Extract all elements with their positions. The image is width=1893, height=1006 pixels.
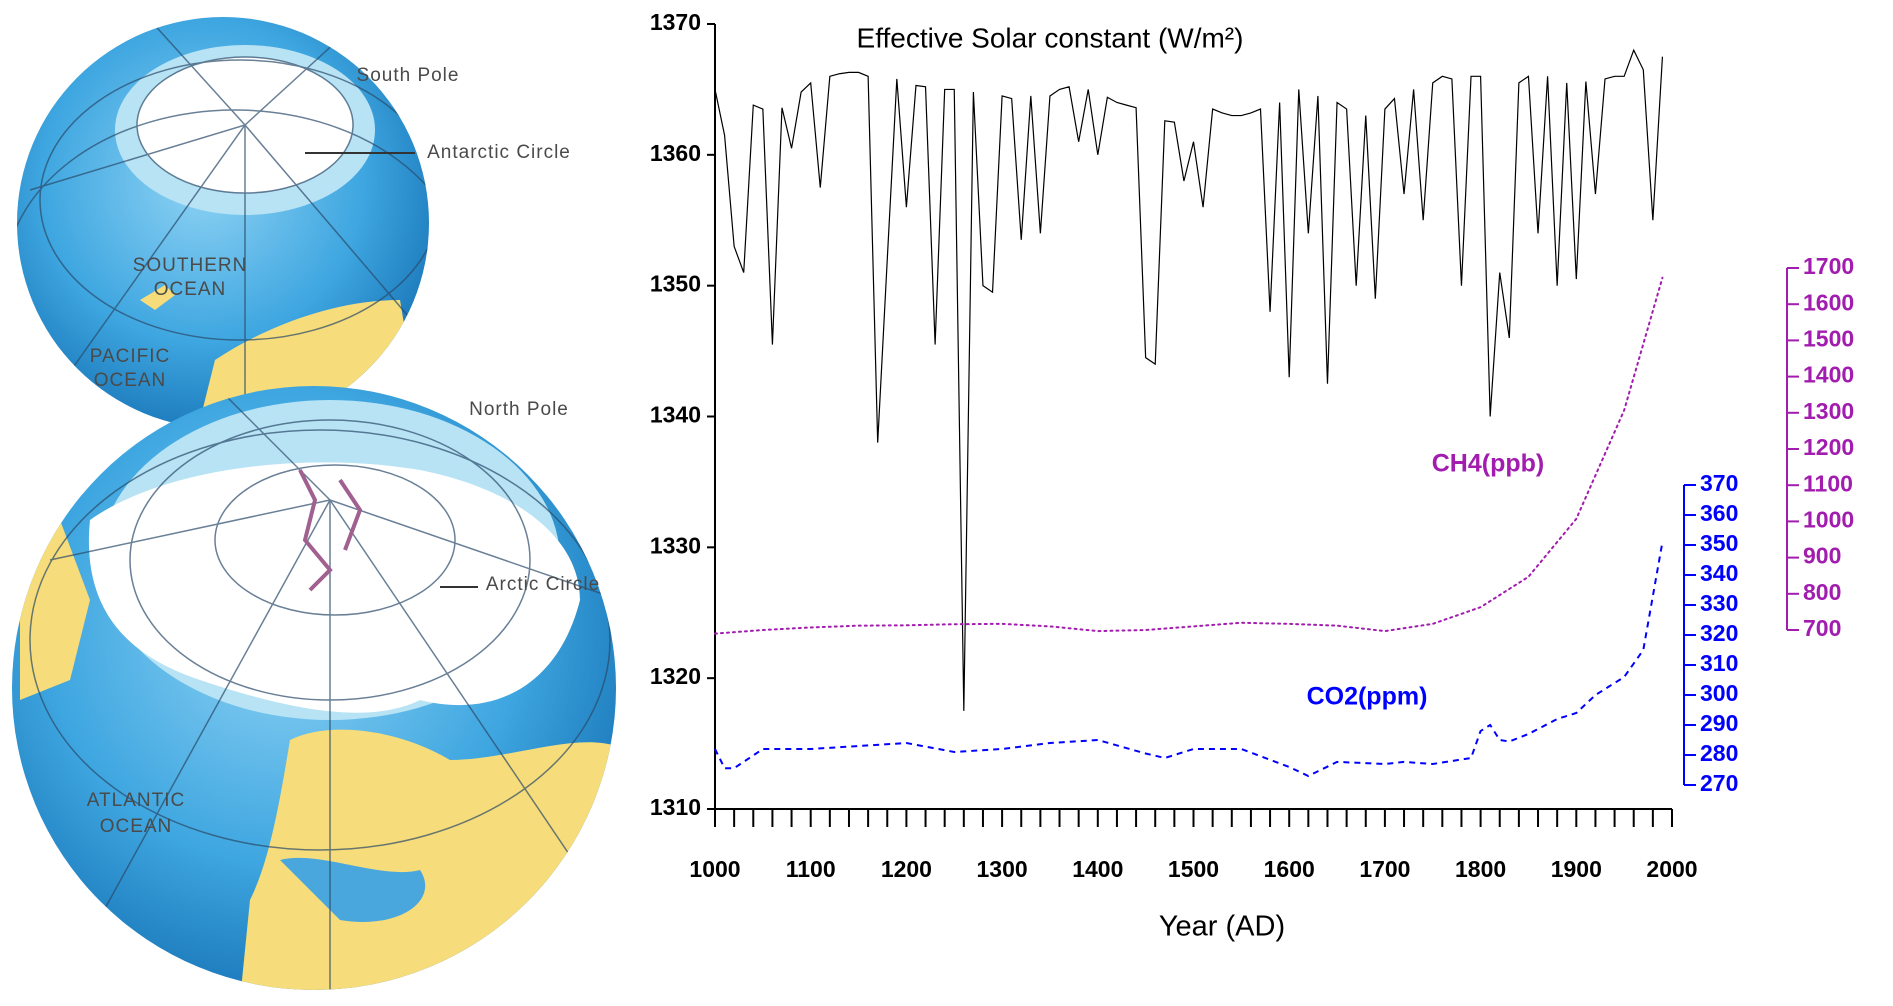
y-tick-label: 1330: [650, 532, 701, 558]
x-tick-label: 1300: [977, 856, 1028, 882]
globe-label: PACIFIC: [90, 346, 171, 367]
y3-tick-label: 800: [1803, 579, 1841, 605]
x-axis-label: Year (AD): [1159, 911, 1285, 943]
y2-tick-label: 320: [1700, 620, 1738, 646]
globe-label: SOUTHERN: [133, 255, 248, 276]
y2-tick-label: 360: [1700, 500, 1738, 526]
globe-label: ATLANTIC: [87, 790, 185, 811]
series-label: CO2(ppm): [1307, 683, 1428, 711]
y-tick-label: 1360: [650, 140, 701, 166]
y2-tick-label: 330: [1700, 590, 1738, 616]
y2-tick-label: 290: [1700, 710, 1738, 736]
y2-tick-label: 340: [1700, 560, 1738, 586]
x-tick-label: 1200: [881, 856, 932, 882]
x-tick-label: 1400: [1072, 856, 1123, 882]
globe-label: Arctic Circle: [486, 574, 600, 595]
y3-tick-label: 1500: [1803, 325, 1854, 351]
x-tick-label: 1000: [689, 856, 740, 882]
x-tick-label: 1600: [1264, 856, 1315, 882]
x-tick-label: 1700: [1359, 856, 1410, 882]
globe-label: OCEAN: [94, 370, 167, 391]
y2-tick-label: 310: [1700, 650, 1738, 676]
globe-label: South Pole: [357, 65, 460, 86]
x-tick-label: 2000: [1646, 856, 1697, 882]
y3-tick-label: 1300: [1803, 398, 1854, 424]
chart: Effective Solar constant (W/m²) Year (AD…: [857, 22, 1545, 942]
y2-tick-label: 350: [1700, 530, 1738, 556]
north-globe: [12, 386, 640, 1000]
y-tick-label: 1350: [650, 271, 701, 297]
x-tick-label: 1900: [1551, 856, 1602, 882]
globe-label: OCEAN: [100, 816, 173, 837]
globe-label: North Pole: [469, 399, 569, 420]
y2-tick-label: 300: [1700, 680, 1738, 706]
x-tick-label: 1800: [1455, 856, 1506, 882]
y2-tick-label: 270: [1700, 770, 1738, 796]
y3-tick-label: 1000: [1803, 506, 1854, 532]
globe-label: Antarctic Circle: [427, 142, 571, 163]
y-tick-label: 1320: [650, 663, 701, 689]
globe-label: OCEAN: [154, 279, 227, 300]
y3-tick-label: 1100: [1803, 470, 1853, 496]
chart-title: Effective Solar constant (W/m²): [857, 22, 1244, 53]
x-tick-label: 1100: [786, 856, 836, 882]
y3-tick-label: 1600: [1803, 289, 1854, 315]
y3-tick-label: 700: [1803, 615, 1841, 641]
series-line: [715, 50, 1662, 711]
y3-tick-label: 900: [1803, 543, 1841, 569]
y-tick-label: 1310: [650, 794, 701, 820]
y3-tick-label: 1200: [1803, 434, 1854, 460]
y-tick-label: 1340: [650, 402, 701, 428]
series-label: CH4(ppb): [1432, 450, 1544, 478]
y2-tick-label: 280: [1700, 740, 1738, 766]
page: {"chart_data": {"type": "line", "title":…: [0, 0, 1893, 1006]
y3-tick-label: 1400: [1803, 362, 1854, 388]
x-tick-label: 1500: [1168, 856, 1219, 882]
y3-tick-label: 1700: [1803, 253, 1854, 279]
y2-tick-label: 370: [1700, 470, 1738, 496]
figure: South Pole Antarctic Circle SOUTHERN OCE…: [0, 0, 1893, 1006]
y-tick-label: 1370: [650, 9, 701, 35]
series-line: [715, 542, 1662, 776]
